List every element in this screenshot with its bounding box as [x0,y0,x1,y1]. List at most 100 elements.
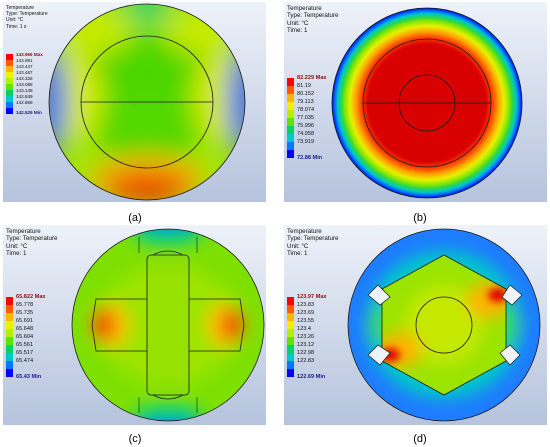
legend-tick-label: 81.19 [297,83,311,89]
header-type: Type: Temperature [287,235,339,243]
legend-tick-label: 65.648 [16,326,34,332]
legend-tick-label: 143.447 [16,64,33,69]
legend-swatch [287,78,294,86]
header-title: Temperature [287,5,322,12]
legend-swatch [6,54,13,60]
panel-d-header: Temperature Type: Temperature Unit: °C T… [287,228,338,258]
legend-tick-label: 123.12 [297,342,315,348]
header-time: Time: 1 [6,250,27,258]
panel-c-contour-plot [71,228,265,422]
header-type: Type: Temperature [6,11,48,18]
legend-tick-label: 142.849 [16,94,33,99]
caption-c: (c) [128,433,142,445]
legend-swatch [287,86,294,94]
legend-swatch [287,126,294,134]
legend-tick-label: 143.088 [16,82,33,87]
legend-swatch [6,297,13,305]
legend-tick-label: 65.691 [16,318,34,324]
legend-tick-label: 143.148 [16,88,33,93]
legend-swatch [287,94,294,102]
legend-swatch [287,305,294,313]
legend-swatch [287,329,294,337]
legend-swatch [6,72,13,78]
legend-swatch [6,369,13,377]
legend-swatch [6,305,13,313]
panel-d-contour-plot [347,228,541,422]
header-unit: Unit: °C [6,17,24,24]
legend-swatch [6,108,13,114]
legend-tick-label: 65.561 [16,342,34,348]
legend-swatch [287,118,294,126]
legend-tick-label: 143.487 [16,70,33,75]
legend-max-label: 143.966 Max [16,52,43,57]
header-unit: Unit: °C [6,242,28,250]
legend-swatch [287,102,294,110]
legend-min-label: 142.529 Min [16,110,42,115]
legend-swatch [6,90,13,96]
legend-swatch [6,313,13,321]
legend-max-label: 82.229 Max [297,75,327,81]
legend-tick-label: 123.55 [297,318,315,324]
legend-tick-label: 122.98 [297,350,315,356]
legend-tick-label: 65.517 [16,350,34,356]
legend-min-label: 122.69 Min [297,374,326,380]
caption-a: (a) [128,212,142,224]
header-title: Temperature [6,228,41,235]
header-title: Temperature [6,5,35,11]
header-type: Type: Temperature [287,12,339,20]
legend-swatch [6,329,13,337]
header-title: Temperature [287,228,322,235]
legend-tick-label: 80.152 [297,91,315,97]
legend-swatch [287,134,294,142]
legend-swatch [287,110,294,118]
legend-swatch [287,361,294,369]
legend-tick-label: 65.474 [16,358,34,364]
legend-tick-label: 73.919 [297,139,315,145]
legend-swatch [287,313,294,321]
header-time: Time: 1 [287,27,308,35]
legend-tick-label: 75.996 [297,123,315,129]
panel-b-header: Temperature Type: Temperature Unit: °C T… [287,5,338,35]
legend-tick-label: 123.83 [297,302,315,308]
legend-tick-label: 123.4 [297,326,311,332]
legend-swatch [287,142,294,150]
panel-a-header: Temperature Type: Temperature Unit: °C T… [6,5,48,30]
panel-b: Temperature Type: Temperature Unit: °C T… [284,2,547,202]
legend-swatch [287,297,294,305]
legend-min-label: 72.88 Min [297,155,323,161]
legend-swatch [6,60,13,66]
header-unit: Unit: °C [287,19,309,27]
legend-swatch [287,321,294,329]
legend-swatch [6,78,13,84]
legend-swatch [6,321,13,329]
legend-tick-label: 142.869 [16,100,33,105]
legend-tick-label: 74.958 [297,131,315,137]
legend-swatch [6,96,13,102]
header-unit: Unit: °C [287,242,309,250]
panel-c: Temperature Type: Temperature Unit: °C T… [3,225,266,425]
caption-d: (d) [413,433,427,445]
legend-swatch [6,345,13,353]
legend-swatch [6,84,13,90]
legend-tick-label: 123.26 [297,334,315,340]
legend-tick-label: 65.735 [16,310,34,316]
legend-swatch [6,337,13,345]
legend-max-label: 123.97 Max [297,294,327,300]
header-time: Time: 1 s [6,23,27,30]
legend-min-label: 65.43 Min [16,374,42,380]
panel-d: Temperature Type: Temperature Unit: °C T… [284,225,547,425]
legend-tick-label: 65.604 [16,334,34,340]
panel-c-header: Temperature Type: Temperature Unit: °C T… [6,228,57,258]
legend-tick-label: 78.074 [297,107,315,113]
legend-tick-label: 79.113 [297,99,314,105]
header-type: Type: Temperature [6,235,58,243]
legend-swatch [287,150,294,158]
legend-swatch [287,353,294,361]
legend-tick-label: 143.981 [16,58,33,63]
legend-swatch [6,66,13,72]
legend-swatch [287,337,294,345]
panel-a-contour-plot [48,3,246,201]
panel-a: Temperature Type: Temperature Unit: °C T… [3,2,266,202]
legend-tick-label: 77.035 [297,115,315,121]
legend-tick-label: 65.778 [16,302,34,308]
